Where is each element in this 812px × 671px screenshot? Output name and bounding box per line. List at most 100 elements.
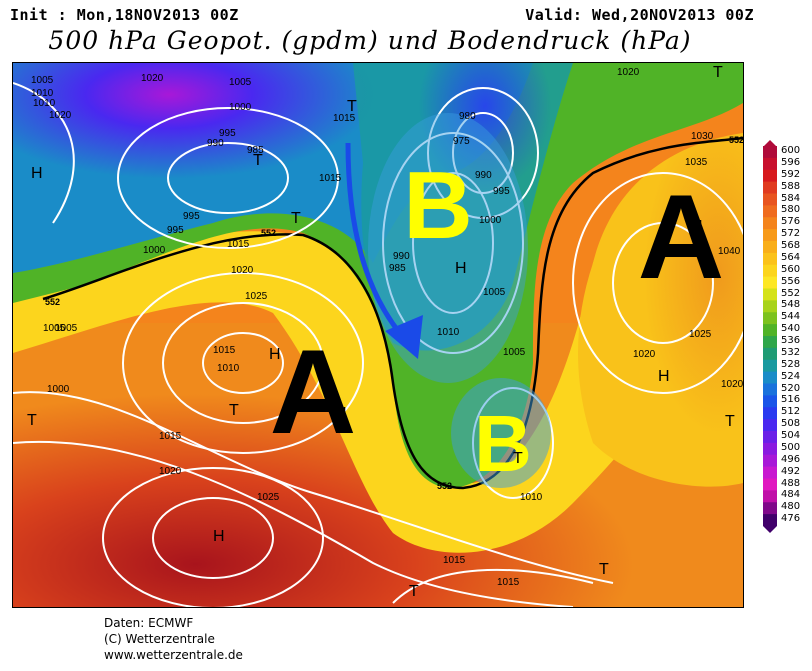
legend-tick-label: 540 [781, 323, 801, 335]
legend-swatch [763, 157, 777, 171]
isobar-label: 1015 [319, 173, 342, 184]
legend-swatch [763, 395, 777, 408]
isobar-label: 1010 [33, 98, 56, 109]
legend-tick-label: 520 [781, 382, 801, 394]
legend-tick-label: 580 [781, 204, 801, 216]
isobar-label: 1015 [227, 239, 250, 250]
legend-swatch [763, 181, 777, 194]
legend-swatch [763, 371, 777, 384]
isobar-label: 990 [475, 170, 492, 181]
isobar-label: 1025 [245, 291, 268, 302]
high-mark: H [31, 165, 43, 182]
legend-swatch [763, 454, 777, 468]
geopotential-label: 552 [729, 135, 744, 145]
isobar-label: 995 [493, 186, 510, 197]
isobar-label: 1010 [520, 492, 543, 503]
isobar-label: 1010 [31, 88, 54, 99]
legend-tick-label: 496 [781, 453, 801, 465]
legend-top-arrow [763, 140, 777, 147]
isobar-label: 1035 [685, 157, 708, 168]
isobar-label: 1005 [503, 347, 526, 358]
legend-tick-label: 576 [781, 216, 801, 228]
legend-swatch [763, 442, 777, 456]
isobar-label: 1020 [141, 73, 164, 84]
isobar-label: 990 [207, 138, 224, 149]
legend-tick-label: 504 [781, 430, 801, 441]
legend-swatch [763, 324, 777, 337]
footer-credits: Daten: ECMWF (C) Wetterzentrale www.wett… [104, 615, 243, 663]
legend-swatch [763, 264, 777, 278]
low-pressure-label: B [403, 152, 472, 259]
isobar-label: 1005 [55, 323, 78, 334]
isobar-label: 1015 [443, 555, 466, 566]
isobar-label: 1020 [617, 67, 640, 78]
isobar-label: 1020 [633, 349, 656, 360]
low-mark: T [599, 561, 609, 578]
data-source: Daten: ECMWF [104, 616, 194, 630]
legend-tick-label: 524 [781, 370, 801, 382]
high-mark: H [658, 368, 670, 385]
isobar-label: 1000 [229, 102, 252, 113]
legend-tick-label: 488 [781, 477, 801, 489]
low-pressure-label: B [474, 399, 532, 488]
geopotential-label: 552 [261, 228, 276, 238]
isobar-label: 1000 [47, 384, 70, 395]
legend-tick-label: 548 [781, 299, 801, 311]
legend-tick-label: 500 [781, 441, 801, 453]
isobar-label: 1040 [718, 246, 741, 257]
contour-552 [42, 136, 743, 490]
legend-tick-label: 528 [781, 358, 801, 370]
copyright: (C) Wetterzentrale [104, 632, 215, 646]
legend-swatch [763, 241, 777, 254]
low-mark: T [713, 64, 723, 81]
legend-tick-label: 512 [781, 406, 801, 418]
isobar-label: 1005 [483, 287, 506, 298]
isobar-label: 1015 [159, 431, 182, 442]
isobar-label: 990 [393, 251, 410, 262]
isobar-label: 1000 [479, 215, 502, 226]
legend-swatch [763, 146, 777, 159]
isobar-label: 1020 [49, 110, 72, 121]
isobar-label: 975 [453, 136, 470, 147]
high-mark: H [335, 405, 347, 422]
isobar-label: 1005 [229, 77, 252, 88]
legend-tick-label: 596 [781, 156, 801, 168]
legend-tick-label: 556 [781, 275, 801, 287]
legend-tick-label: 564 [781, 251, 801, 263]
movement-arrow [345, 142, 410, 345]
low-mark: T [347, 98, 357, 115]
legend-swatch [763, 347, 777, 361]
geopotential-label: 552 [437, 481, 452, 491]
low-mark: T [725, 413, 735, 430]
isobar-label: 1025 [257, 492, 280, 503]
legend-tick-label: 560 [781, 263, 801, 275]
isobar-label: 985 [247, 145, 264, 156]
legend-swatch [763, 217, 777, 230]
legend-swatch [763, 419, 777, 432]
legend-tick-label: 572 [781, 228, 801, 240]
isobar-label: 1025 [689, 329, 712, 340]
isobar-label: 1020 [159, 466, 182, 477]
low-mark: T [291, 210, 301, 227]
valid-time: Valid: Wed,20NOV2013 00Z [525, 6, 754, 24]
legend-tick-label: 568 [781, 240, 801, 251]
isobar-label: 1015 [497, 577, 520, 588]
low-mark: T [229, 402, 239, 419]
legend-swatch [763, 276, 777, 289]
warm-air-east [578, 133, 743, 487]
high-pressure-label: A [270, 325, 357, 459]
legend-tick-label: 532 [781, 346, 801, 358]
isobar-label: 1000 [143, 245, 166, 256]
legend-color-bar [763, 146, 777, 526]
high-mark: H [213, 528, 225, 545]
high-pressure-label: A [638, 170, 725, 304]
legend-swatch [763, 312, 777, 325]
legend-tick-label: 536 [781, 335, 801, 346]
legend-tick-label: 492 [781, 465, 801, 477]
legend-tick-label: 544 [781, 311, 801, 323]
isobar-label: 995 [219, 128, 236, 139]
low-mark: T [513, 450, 523, 467]
isobar-label: 1020 [231, 265, 254, 276]
init-time: Init : Mon,18NOV2013 00Z [10, 6, 239, 24]
cold-core-north [353, 63, 573, 351]
